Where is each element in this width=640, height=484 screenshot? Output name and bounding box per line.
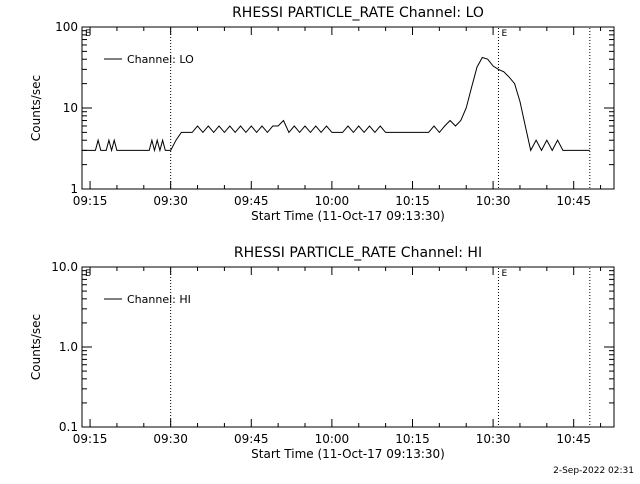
- x-tick-label: 10:30: [476, 432, 511, 446]
- series-line: [82, 56, 590, 153]
- x-tick-label: 09:45: [234, 432, 269, 446]
- plot-frame: [81, 266, 615, 428]
- x-tick-label: 09:30: [153, 432, 188, 446]
- chart-panel-lo: RHESSI PARTICLE_RATE Channel: LO Counts/s…: [29, 5, 615, 223]
- x-axis-label: Start Time (11-Oct-17 09:13:30): [251, 209, 445, 223]
- chart-panel-hi: RHESSI PARTICLE_RATE Channel: HI Counts/s…: [29, 245, 615, 461]
- x-axis-label: Start Time (11-Oct-17 09:13:30): [251, 447, 445, 461]
- x-tick-label: 10:00: [315, 194, 350, 208]
- x-tick-label: 10:15: [395, 432, 430, 446]
- y-axis-label: Counts/sec: [29, 75, 43, 141]
- chart-title: RHESSI PARTICLE_RATE Channel: LO: [232, 5, 484, 21]
- event-marker: E: [85, 269, 91, 279]
- x-tick-label: 10:30: [476, 194, 511, 208]
- y-tick-label: 10.0: [51, 260, 78, 274]
- footer-timestamp: 2-Sep-2022 02:31: [553, 466, 634, 476]
- y-axis-label: Counts/sec: [29, 314, 43, 380]
- x-tick-label: 10:00: [315, 432, 350, 446]
- y-tick-label: 1: [70, 182, 78, 196]
- x-tick-label: 10:45: [556, 194, 591, 208]
- legend-label: Channel: LO: [127, 53, 194, 66]
- y-tick-label: 10: [63, 101, 78, 115]
- event-marker: E: [501, 29, 507, 39]
- x-tick-label: 09:15: [73, 194, 108, 208]
- x-tick-label: 09:30: [153, 194, 188, 208]
- x-tick-label: 09:15: [73, 432, 108, 446]
- y-tick-label: 1.0: [59, 340, 78, 354]
- x-tick-label: 10:45: [556, 432, 591, 446]
- chart-title: RHESSI PARTICLE_RATE Channel: HI: [234, 245, 482, 261]
- x-tick-label: 09:45: [234, 194, 269, 208]
- x-tick-label: 10:15: [395, 194, 430, 208]
- event-marker: E: [85, 29, 91, 39]
- legend-label: Channel: HI: [127, 293, 191, 306]
- event-marker: E: [501, 269, 507, 279]
- plot-frame: [81, 26, 615, 190]
- y-tick-label: 100: [55, 20, 78, 34]
- y-tick-label: 0.1: [59, 420, 78, 434]
